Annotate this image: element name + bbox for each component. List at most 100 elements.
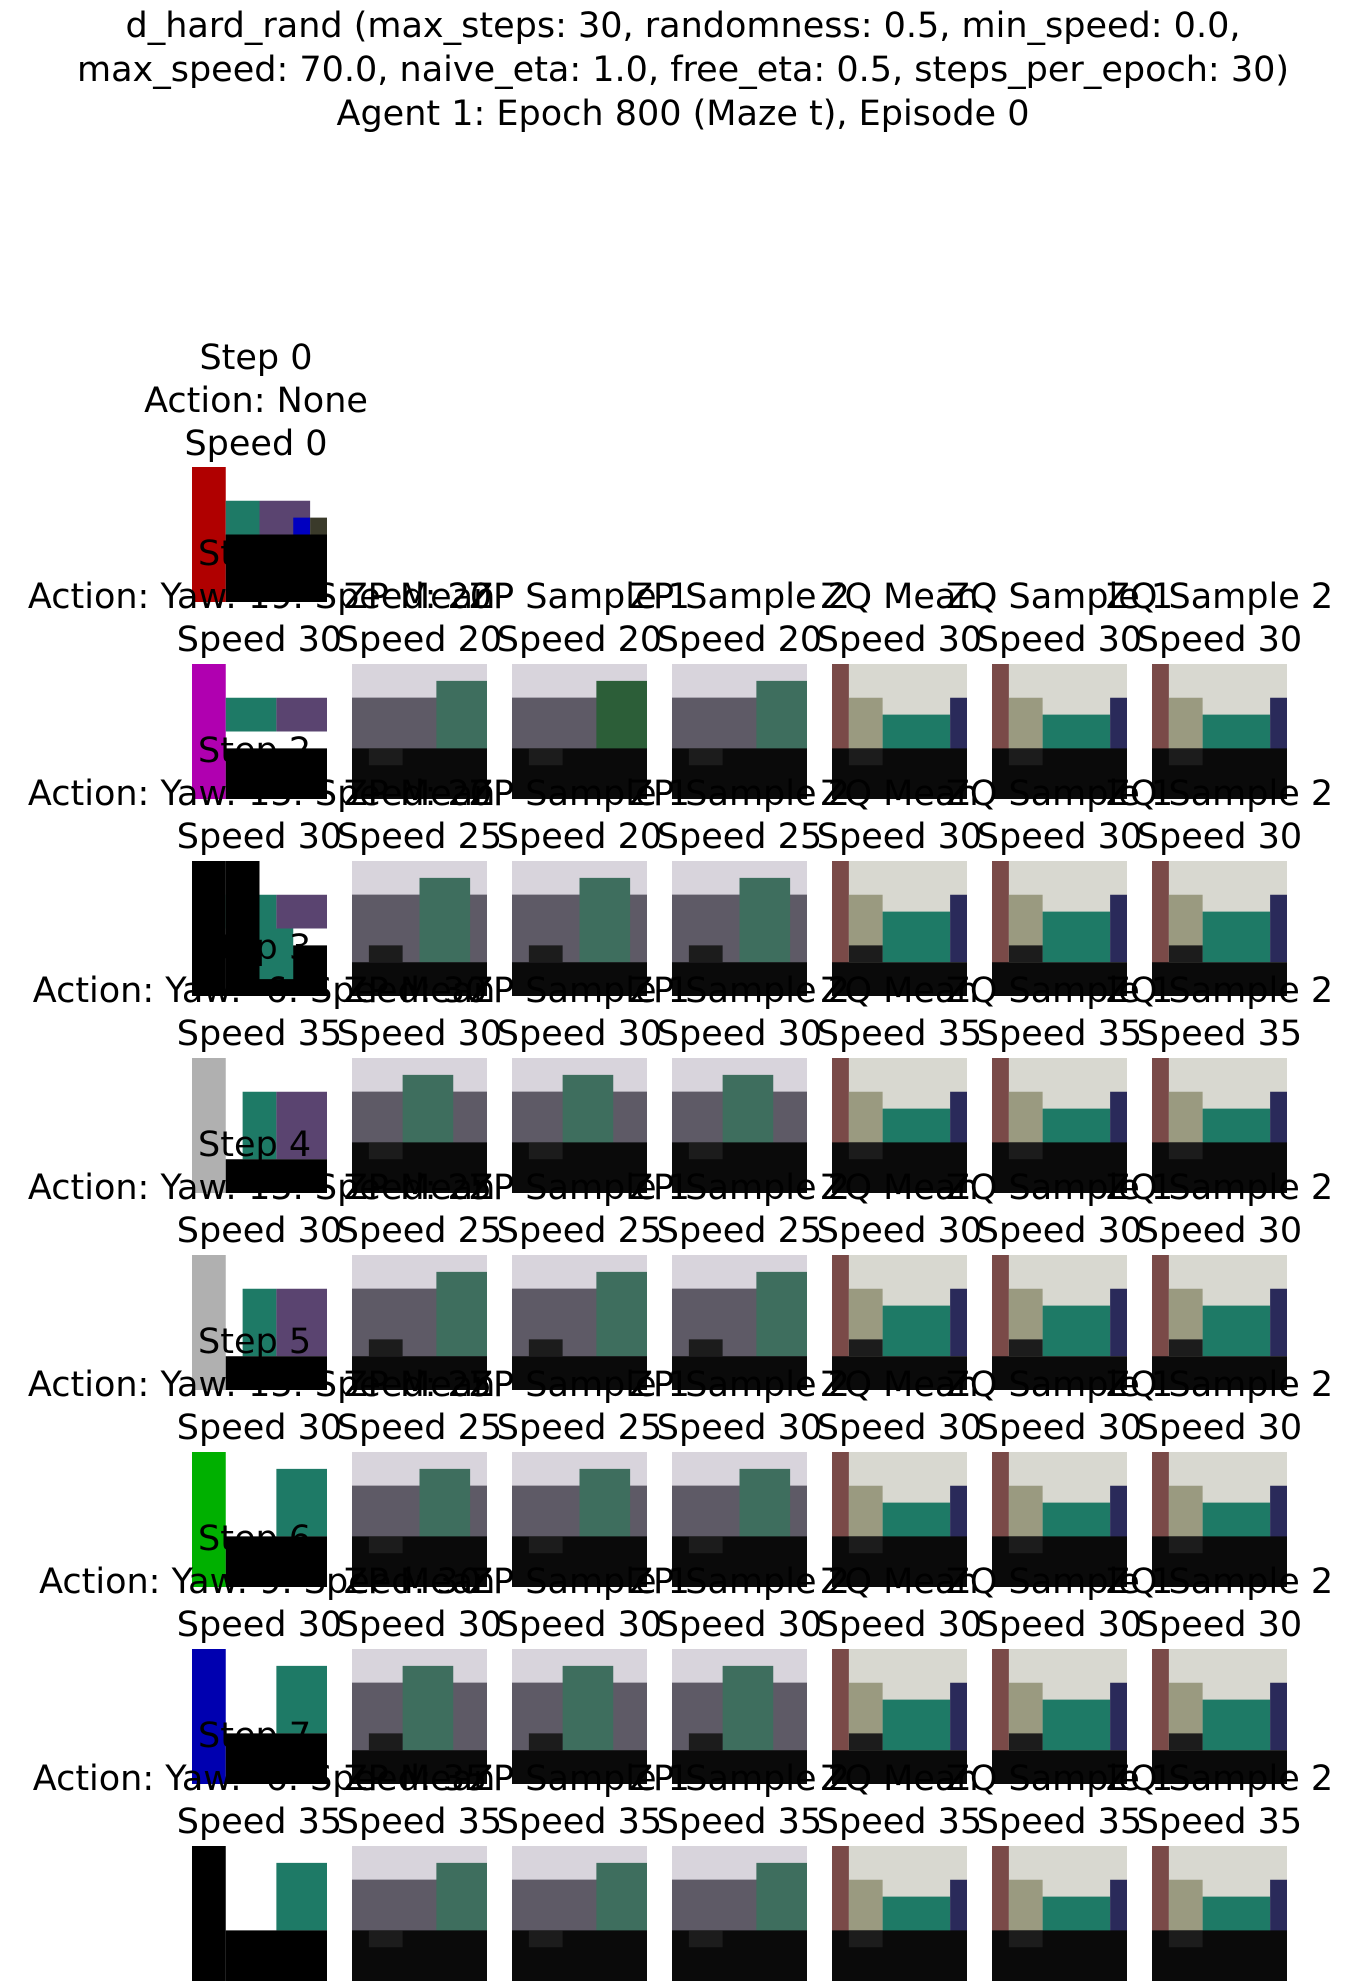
floor (225, 748, 327, 799)
step0-image (192, 467, 327, 602)
prediction-image-pixels (832, 1846, 967, 1981)
step0-action: Action: None (144, 381, 368, 421)
speed-label: Speed 20 (496, 620, 663, 660)
wall-purple (276, 1288, 327, 1357)
title-line-1: d_hard_rand (max_steps: 30, randomness: … (125, 6, 1241, 46)
prediction-label: ZP Sample 1 (469, 1562, 690, 1602)
speed-label: Speed 30 (976, 1408, 1143, 1448)
action-label: Action: Yaw: 13. Speed: 25 (27, 1365, 493, 1405)
prediction-image (992, 1846, 1127, 1981)
prediction-label: ZP Sample 1 (469, 1759, 690, 1799)
observation-image-pixels (192, 1649, 327, 1784)
step-overlay: Step 6 (198, 1519, 312, 1559)
wall-teal (882, 1699, 951, 1751)
speed-label: Speed 35 (176, 1014, 343, 1054)
floor-shade (368, 945, 403, 963)
prediction-label: ZQ Mean (820, 577, 979, 617)
observation-image-pixels (192, 1452, 327, 1587)
floor-shade (688, 1339, 723, 1357)
floor (225, 1159, 327, 1193)
prediction-image (352, 1058, 487, 1193)
wall-teal (1042, 1305, 1111, 1357)
speed-label: Speed 30 (336, 1605, 503, 1645)
prediction-image (352, 1846, 487, 1981)
prediction-image-pixels (992, 1452, 1127, 1587)
floor (225, 534, 327, 602)
wall-green (739, 877, 791, 963)
prediction-label: ZP Sample 1 (469, 577, 690, 617)
prediction-image-pixels (352, 861, 487, 996)
wall-green (756, 1271, 807, 1357)
prediction-image-pixels (832, 1255, 967, 1390)
prediction-label: ZQ Mean (820, 1365, 979, 1405)
floor (512, 1750, 647, 1784)
prediction-image-pixels (672, 664, 807, 799)
step-overlay: Step 5 (198, 1322, 312, 1362)
speed-label: Speed 30 (656, 1408, 823, 1448)
observation-image-pixels (192, 1846, 327, 1981)
prediction-label: ZP Sample 1 (469, 774, 690, 814)
step-overlay: Step 7 (198, 1716, 312, 1756)
speed-label: Speed 30 (816, 1408, 983, 1448)
prediction-image-pixels (1152, 1058, 1287, 1193)
floor (1152, 1750, 1287, 1784)
prediction-label: ZQ Sample 1 (945, 1168, 1174, 1208)
floor-shade (848, 1142, 883, 1160)
prediction-image-pixels (832, 1058, 967, 1193)
prediction-image (1152, 1255, 1287, 1390)
floor (225, 1536, 327, 1587)
speed-label: Speed 20 (656, 620, 823, 660)
wall-dark (1110, 1288, 1127, 1357)
prediction-image (512, 1452, 647, 1587)
prediction-image-pixels (832, 664, 967, 799)
prediction-image-pixels (672, 1846, 807, 1981)
speed-label: Speed 25 (336, 1211, 503, 1251)
floor (1152, 962, 1287, 996)
floor-shade (688, 748, 723, 766)
floor (672, 1356, 807, 1390)
floor (512, 1356, 647, 1390)
prediction-image (672, 1255, 807, 1390)
prediction-image (352, 1452, 487, 1587)
wall-green (722, 1665, 774, 1751)
prediction-image-pixels (672, 1058, 807, 1193)
prediction-image (352, 861, 487, 996)
wall-teal (1202, 1305, 1271, 1357)
step-overlay: Step 4 (198, 1125, 312, 1165)
prediction-label: ZQ Mean (820, 1168, 979, 1208)
floor (832, 1356, 967, 1390)
prediction-label: ZQ Sample 2 (1105, 1759, 1334, 1799)
floor-shade (368, 1339, 403, 1357)
floor (225, 1356, 327, 1390)
speed-label: Speed 25 (496, 1211, 663, 1251)
floor-shade (848, 1733, 883, 1751)
speed-label: Speed 30 (1136, 620, 1303, 660)
prediction-label: ZQ Sample 2 (1105, 1562, 1334, 1602)
speed-label: Speed 30 (176, 620, 343, 660)
speed-label: Speed 35 (1136, 1802, 1303, 1842)
speed-label: Speed 35 (976, 1802, 1143, 1842)
speed-label: Speed 20 (336, 620, 503, 660)
color-bar (192, 467, 226, 602)
floor (992, 962, 1127, 996)
prediction-image-pixels (1152, 1649, 1287, 1784)
floor-shade (1008, 748, 1043, 766)
prediction-label: ZQ Sample 2 (1105, 1168, 1334, 1208)
speed-label: Speed 35 (176, 1802, 343, 1842)
speed-label: Speed 30 (1136, 1408, 1303, 1448)
floor-shade (528, 748, 563, 766)
title-line-2: max_speed: 70.0, naive_eta: 1.0, free_et… (76, 50, 1290, 90)
wall-dark (1270, 1288, 1287, 1357)
prediction-image (992, 664, 1127, 799)
floor-shade (368, 1536, 403, 1554)
floor (352, 1356, 487, 1390)
observation-image-pixels (192, 1255, 327, 1390)
prediction-image (672, 664, 807, 799)
prediction-label: ZQ Sample 2 (1105, 577, 1334, 617)
floor (512, 962, 647, 996)
prediction-image-pixels (352, 1649, 487, 1784)
prediction-label: ZP Sample 2 (629, 774, 850, 814)
prediction-image (832, 1058, 967, 1193)
speed-label: Speed 25 (336, 817, 503, 857)
prediction-label: ZQ Sample 1 (945, 1759, 1174, 1799)
